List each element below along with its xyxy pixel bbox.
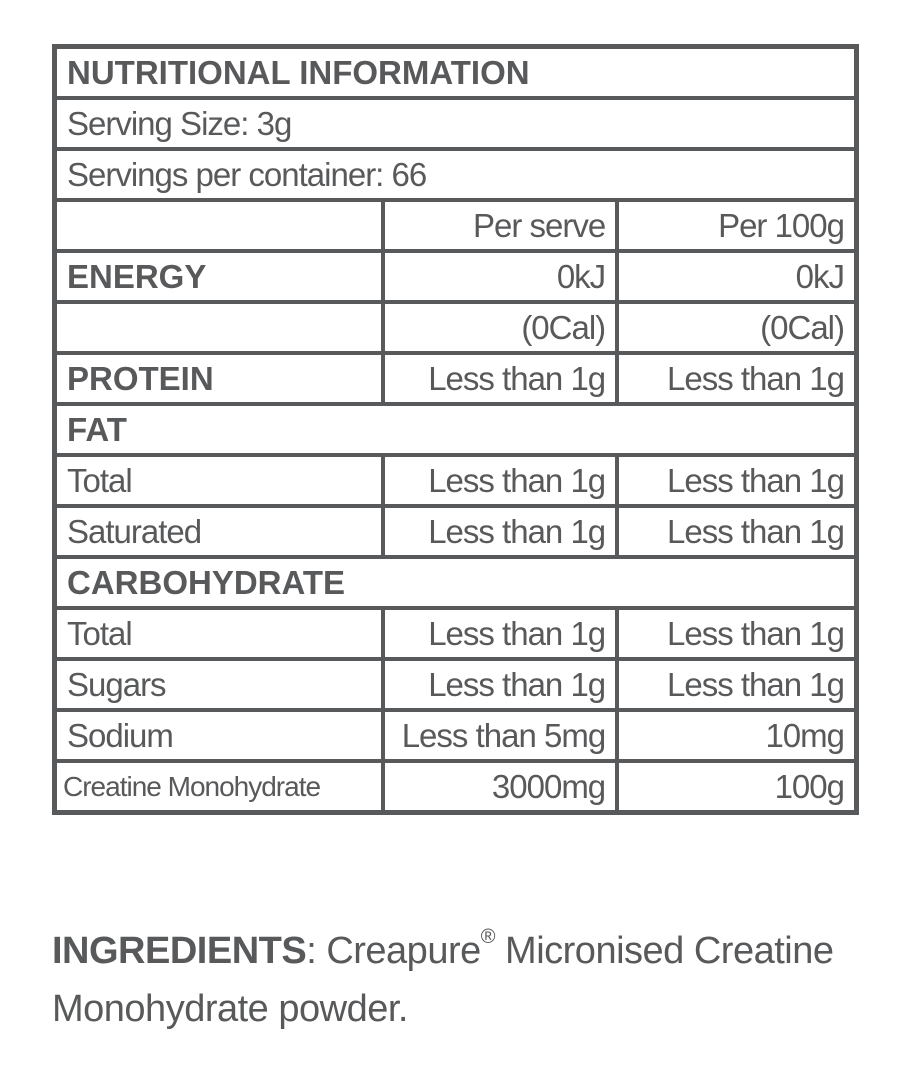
ingredients-label: INGREDIENTS xyxy=(52,930,307,972)
table-row: Total Less than 1g Less than 1g xyxy=(52,606,859,661)
table-row: Creatine Monohydrate 3000mg 100g xyxy=(52,759,859,815)
row-label: Sugars xyxy=(52,657,385,712)
per-serve-cell: (0Cal) xyxy=(380,300,620,355)
per-serve-cell: Less than 1g xyxy=(380,453,620,508)
info-cell: Servings per container: 66 xyxy=(52,147,859,202)
per-serve-cell: Less than 1g xyxy=(380,351,620,406)
row-heading: PROTEIN xyxy=(52,351,385,406)
table-row: ENERGY 0kJ 0kJ xyxy=(52,249,859,304)
table-row: Servings per container: 66 xyxy=(52,147,859,202)
table-row: Total Less than 1g Less than 1g xyxy=(52,453,859,508)
per-100g-cell: 0kJ xyxy=(615,249,859,304)
empty-cell xyxy=(52,300,385,355)
nutrition-table: NUTRITIONAL INFORMATION Serving Size: 3g… xyxy=(52,44,859,815)
ingredients-text: Micronised Creatine Monohydrate powder. xyxy=(52,930,834,1030)
per-serve-cell: Less than 5mg xyxy=(380,708,620,763)
per-serve-cell: Less than 1g xyxy=(380,606,620,661)
per-serve-cell: Less than 1g xyxy=(380,504,620,559)
table-row: FAT xyxy=(52,402,859,457)
per-100g-cell: 100g xyxy=(615,759,859,815)
title-row: NUTRITIONAL INFORMATION xyxy=(52,44,859,100)
table-body: NUTRITIONAL INFORMATION Serving Size: 3g… xyxy=(52,44,859,815)
table-row: Sugars Less than 1g Less than 1g xyxy=(52,657,859,712)
table-row: Per serve Per 100g xyxy=(52,198,859,253)
row-label: Sodium xyxy=(52,708,385,763)
section-heading: CARBOHYDRATE xyxy=(52,555,859,610)
ingredients: INGREDIENTS: Creapure® Micronised Creati… xyxy=(52,922,852,1038)
table-row: Sodium Less than 5mg 10mg xyxy=(52,708,859,763)
per-100g-cell: Less than 1g xyxy=(615,657,859,712)
per-100g-cell: 10mg xyxy=(615,708,859,763)
per-100g-cell: Less than 1g xyxy=(615,504,859,559)
per-serve-cell: Per serve xyxy=(380,198,620,253)
row-label: Total xyxy=(52,606,385,661)
registered-mark: ® xyxy=(480,926,496,948)
per-100g-cell: (0Cal) xyxy=(615,300,859,355)
row-label: Total xyxy=(52,453,385,508)
ingredients-text: : Creapure xyxy=(306,930,481,972)
per-100g-cell: Less than 1g xyxy=(615,453,859,508)
row-heading: ENERGY xyxy=(52,249,385,304)
row-label: Creatine Monohydrate xyxy=(52,759,385,815)
per-serve-cell: Less than 1g xyxy=(380,657,620,712)
table-row: Saturated Less than 1g Less than 1g xyxy=(52,504,859,559)
per-100g-cell: Per 100g xyxy=(615,198,859,253)
per-100g-cell: Less than 1g xyxy=(615,606,859,661)
info-cell: Serving Size: 3g xyxy=(52,96,859,151)
empty-cell xyxy=(52,198,385,253)
table-row: Serving Size: 3g xyxy=(52,96,859,151)
per-100g-cell: Less than 1g xyxy=(615,351,859,406)
table-row: CARBOHYDRATE xyxy=(52,555,859,610)
table-row: (0Cal) (0Cal) xyxy=(52,300,859,355)
per-serve-cell: 3000mg xyxy=(380,759,620,815)
per-serve-cell: 0kJ xyxy=(380,249,620,304)
row-label: Saturated xyxy=(52,504,385,559)
table-title: NUTRITIONAL INFORMATION xyxy=(52,44,859,100)
table-row: PROTEIN Less than 1g Less than 1g xyxy=(52,351,859,406)
section-heading: FAT xyxy=(52,402,859,457)
